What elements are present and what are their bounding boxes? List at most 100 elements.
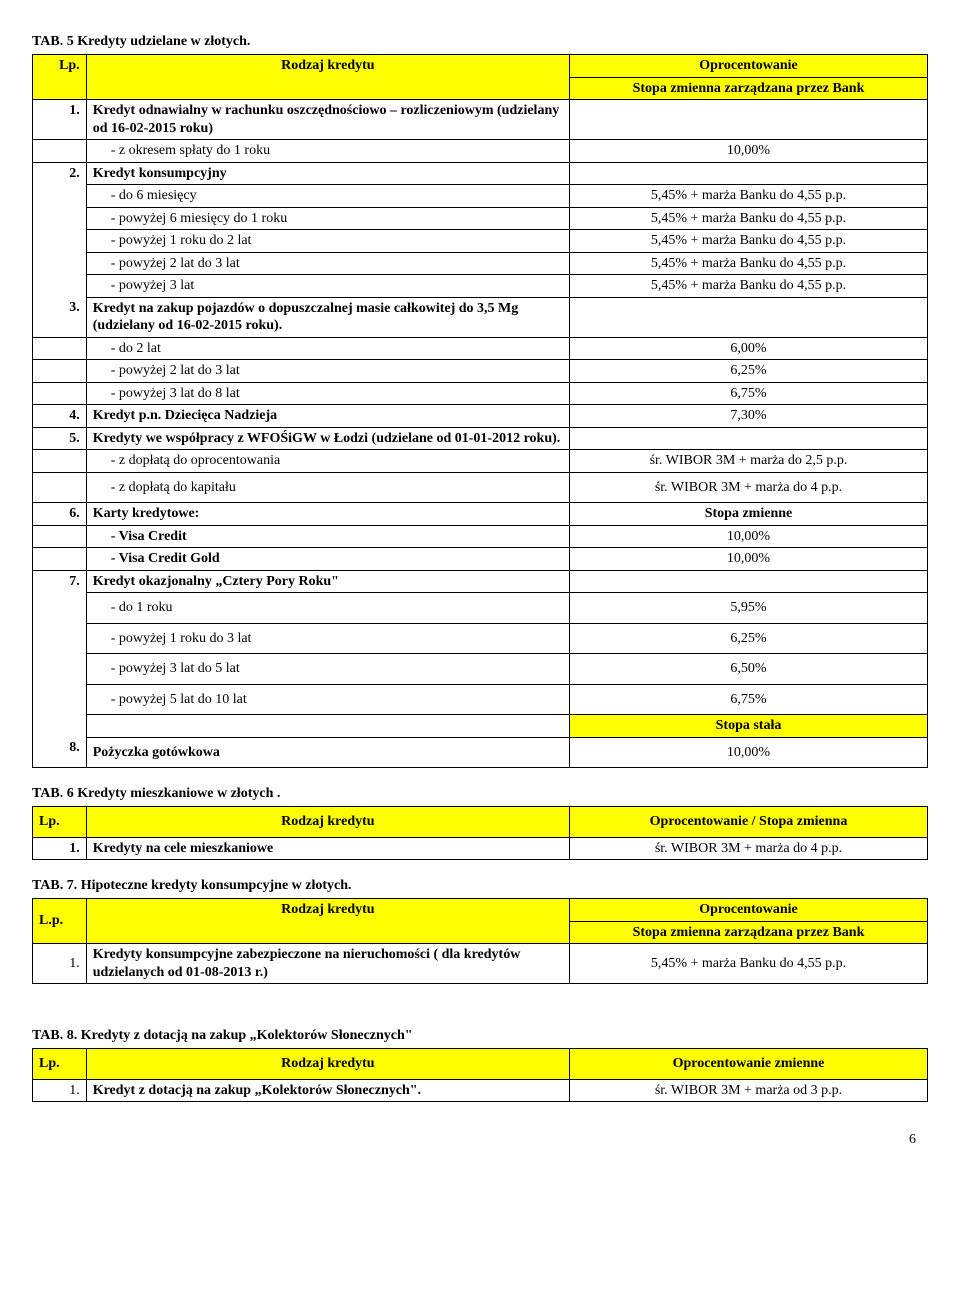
table-lp: 7. bbox=[33, 570, 87, 593]
table-desc: - Visa Credit bbox=[86, 525, 569, 548]
table-val: 6,25% bbox=[569, 623, 927, 654]
table-val: 6,75% bbox=[569, 382, 927, 405]
tab8-row-lp: 1. bbox=[33, 1079, 87, 1102]
tab8-table: Lp. Rodzaj kredytu Oprocentowanie zmienn… bbox=[32, 1048, 928, 1102]
tab5-head-val-top: Oprocentowanie bbox=[569, 55, 927, 78]
tab8-head-rodzaj: Rodzaj kredytu bbox=[86, 1049, 569, 1080]
table-lp: 3. bbox=[33, 297, 87, 337]
table-lp bbox=[33, 593, 87, 624]
table-lp bbox=[33, 623, 87, 654]
table-val: 5,45% + marża Banku do 4,55 p.p. bbox=[569, 230, 927, 253]
table-val bbox=[569, 570, 927, 593]
table-lp bbox=[33, 684, 87, 715]
table-desc: - powyżej 2 lat do 3 lat bbox=[86, 252, 569, 275]
table-lp bbox=[33, 337, 87, 360]
table-val: śr. WIBOR 3M + marża do 4 p.p. bbox=[569, 472, 927, 503]
table-desc bbox=[86, 715, 569, 738]
table-val: 10,00% bbox=[569, 525, 927, 548]
tab7-row-lp: 1. bbox=[33, 944, 87, 984]
table-lp: 5. bbox=[33, 427, 87, 450]
table-desc: Kredyty we współpracy z WFOŚiGW w Łodzi … bbox=[86, 427, 569, 450]
table-lp bbox=[33, 252, 87, 275]
table-desc: - z dopłatą do oprocentowania bbox=[86, 450, 569, 473]
tab7-row-val: 5,45% + marża Banku do 4,55 p.p. bbox=[569, 944, 927, 984]
tab5-head-lp: Lp. bbox=[33, 55, 87, 100]
table-lp bbox=[33, 140, 87, 163]
table-lp bbox=[33, 654, 87, 685]
table-desc: - z okresem spłaty do 1 roku bbox=[86, 140, 569, 163]
table-desc: - powyżej 1 roku do 3 lat bbox=[86, 623, 569, 654]
tab6-head-rodzaj: Rodzaj kredytu bbox=[86, 807, 569, 838]
tab5-table: Lp. Rodzaj kredytu Oprocentowanie Stopa … bbox=[32, 54, 928, 768]
table-lp bbox=[33, 275, 87, 298]
tab7-head-val-top: Oprocentowanie bbox=[569, 899, 927, 922]
tab7-head-lp: L.p. bbox=[33, 899, 87, 944]
table-desc: - Visa Credit Gold bbox=[86, 548, 569, 571]
tab5-head-val-sub: Stopa zmienna zarządzana przez Bank bbox=[569, 77, 927, 100]
table-desc: - do 6 miesięcy bbox=[86, 185, 569, 208]
table-lp: 2. bbox=[33, 162, 87, 185]
table-desc: - do 2 lat bbox=[86, 337, 569, 360]
table-lp: 4. bbox=[33, 405, 87, 428]
table-lp: 1. bbox=[33, 100, 87, 140]
table-val: Stopa zmienne bbox=[569, 503, 927, 526]
table-desc: Pożyczka gotówkowa bbox=[86, 737, 569, 768]
table-val bbox=[569, 427, 927, 450]
tab6-table: Lp. Rodzaj kredytu Oprocentowanie / Stop… bbox=[32, 806, 928, 860]
tab7-table: L.p. Rodzaj kredytu Oprocentowanie Stopa… bbox=[32, 898, 928, 984]
table-val: Stopa stała bbox=[569, 715, 927, 738]
table-val: 5,45% + marża Banku do 4,55 p.p. bbox=[569, 185, 927, 208]
tab6-head-val: Oprocentowanie / Stopa zmienna bbox=[569, 807, 927, 838]
tab6-row-lp: 1. bbox=[33, 837, 87, 860]
table-desc: - powyżej 3 lat do 5 lat bbox=[86, 654, 569, 685]
table-desc: - z dopłatą do kapitału bbox=[86, 472, 569, 503]
table-val: 10,00% bbox=[569, 548, 927, 571]
table-desc: Karty kredytowe: bbox=[86, 503, 569, 526]
table-val: 6,25% bbox=[569, 360, 927, 383]
table-val: 6,50% bbox=[569, 654, 927, 685]
table-desc: - powyżej 2 lat do 3 lat bbox=[86, 360, 569, 383]
tab7-title: TAB. 7. Hipoteczne kredyty konsumpcyjne … bbox=[32, 878, 928, 894]
table-lp bbox=[33, 472, 87, 503]
tab8-row-val: śr. WIBOR 3M + marża od 3 p.p. bbox=[569, 1079, 927, 1102]
tab7-head-val-sub: Stopa zmienna zarządzana przez Bank bbox=[569, 921, 927, 944]
table-val: 6,00% bbox=[569, 337, 927, 360]
table-lp bbox=[33, 207, 87, 230]
table-desc: - powyżej 3 lat do 8 lat bbox=[86, 382, 569, 405]
tab6-row-desc: Kredyty na cele mieszkaniowe bbox=[86, 837, 569, 860]
tab6-row-val: śr. WIBOR 3M + marża do 4 p.p. bbox=[569, 837, 927, 860]
table-lp bbox=[33, 360, 87, 383]
tab6-head-lp: Lp. bbox=[33, 807, 87, 838]
table-lp: 6. bbox=[33, 503, 87, 526]
table-lp bbox=[33, 450, 87, 473]
table-val: 5,45% + marża Banku do 4,55 p.p. bbox=[569, 252, 927, 275]
table-desc: Kredyt konsumpcyjny bbox=[86, 162, 569, 185]
table-desc: Kredyt odnawialny w rachunku oszczędnośc… bbox=[86, 100, 569, 140]
table-val: 6,75% bbox=[569, 684, 927, 715]
tab8-title: TAB. 8. Kredyty z dotacją na zakup „Kole… bbox=[32, 1028, 928, 1044]
table-val: 7,30% bbox=[569, 405, 927, 428]
table-desc: - powyżej 5 lat do 10 lat bbox=[86, 684, 569, 715]
table-desc: Kredyt p.n. Dziecięca Nadzieja bbox=[86, 405, 569, 428]
tab5-title: TAB. 5 Kredyty udzielane w złotych. bbox=[32, 34, 928, 50]
table-val: śr. WIBOR 3M + marża do 2,5 p.p. bbox=[569, 450, 927, 473]
table-lp bbox=[33, 715, 87, 738]
table-desc: - do 1 roku bbox=[86, 593, 569, 624]
tab8-head-lp: Lp. bbox=[33, 1049, 87, 1080]
table-desc: - powyżej 3 lat bbox=[86, 275, 569, 298]
table-lp bbox=[33, 548, 87, 571]
table-val: 10,00% bbox=[569, 737, 927, 768]
table-desc: Kredyt na zakup pojazdów o dopuszczalnej… bbox=[86, 297, 569, 337]
table-val: 5,95% bbox=[569, 593, 927, 624]
table-desc: - powyżej 6 miesięcy do 1 roku bbox=[86, 207, 569, 230]
table-lp: 8. bbox=[33, 737, 87, 768]
table-val bbox=[569, 162, 927, 185]
tab8-row-desc: Kredyt z dotacją na zakup „Kolektorów Sł… bbox=[86, 1079, 569, 1102]
tab6-title: TAB. 6 Kredyty mieszkaniowe w złotych . bbox=[32, 786, 928, 802]
table-lp bbox=[33, 382, 87, 405]
tab5-head-rodzaj: Rodzaj kredytu bbox=[86, 55, 569, 100]
tab8-head-val: Oprocentowanie zmienne bbox=[569, 1049, 927, 1080]
table-val: 5,45% + marża Banku do 4,55 p.p. bbox=[569, 207, 927, 230]
table-desc: Kredyt okazjonalny „Cztery Pory Roku" bbox=[86, 570, 569, 593]
table-lp bbox=[33, 230, 87, 253]
